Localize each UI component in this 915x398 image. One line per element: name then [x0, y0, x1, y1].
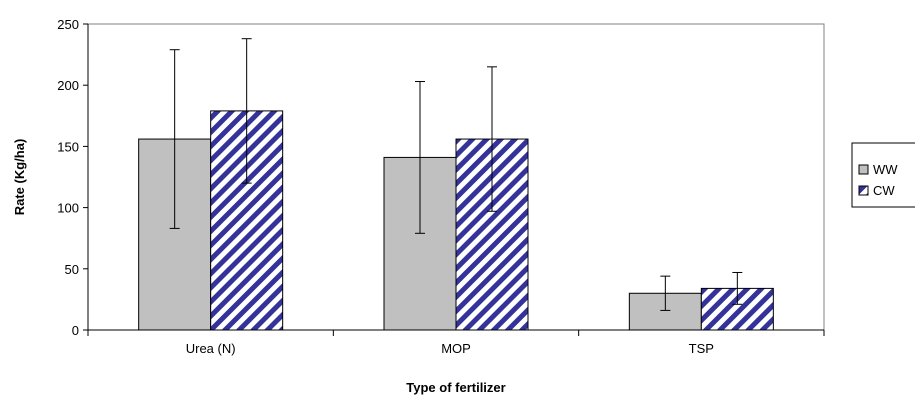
x-axis-title: Type of fertilizer [406, 380, 505, 395]
legend-swatch-cw [858, 185, 869, 196]
y-tick-label: 250 [57, 17, 79, 32]
legend: WW CW [851, 142, 915, 208]
x-tick-label: TSP [689, 341, 714, 356]
y-axis-title: Rate (Kg/ha) [12, 139, 27, 216]
legend-label-ww: WW [873, 162, 898, 177]
y-tick-label: 150 [57, 139, 79, 154]
y-tick-label: 100 [57, 201, 79, 216]
legend-frame [851, 142, 915, 208]
x-tick-label: Urea (N) [186, 341, 236, 356]
x-axis: Urea (N) MOP TSP [87, 329, 825, 356]
y-tick-label: 200 [57, 78, 79, 93]
y-tick-label: 50 [65, 262, 79, 277]
legend-swatch-ww [858, 164, 869, 175]
y-tick-label: 0 [72, 323, 79, 338]
x-tick-label: MOP [441, 341, 471, 356]
error-bars [169, 38, 743, 311]
y-axis: 0 50 100 150 200 250 [57, 17, 89, 338]
legend-label-cw: CW [873, 183, 895, 198]
